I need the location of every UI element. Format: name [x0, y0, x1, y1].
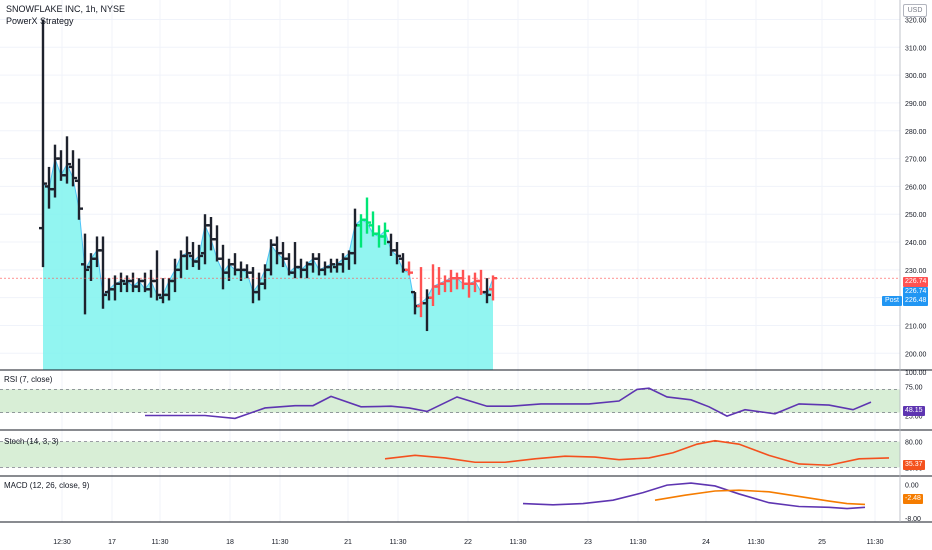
ohlc-bar	[63, 136, 71, 184]
ohlc-bar	[39, 19, 47, 268]
indicator-tick-label: 0.00	[905, 482, 919, 489]
last-price-tag-blue: 226.74	[903, 287, 929, 297]
post-market-label: Post	[882, 296, 903, 306]
ohlc-bar	[99, 236, 107, 309]
stoch-line	[384, 439, 890, 467]
price-tick-label: 290.00	[905, 101, 927, 108]
price-tick-label: 300.00	[905, 73, 927, 80]
ohlc-bar	[483, 278, 491, 304]
price-tick-label: 270.00	[905, 157, 927, 164]
ohlc-bar	[381, 222, 389, 245]
symbol-title: SNOWFLAKE INC, 1h, NYSE	[6, 4, 126, 14]
time-tick-label: 17	[108, 539, 116, 546]
time-tick-label: 21	[344, 539, 352, 546]
last-price-tag: 226.74	[903, 277, 929, 287]
macd-pane[interactable]	[522, 482, 866, 510]
stoch-pane[interactable]	[0, 439, 900, 468]
price-tick-label: 320.00	[905, 17, 927, 24]
rsi-line	[145, 387, 872, 420]
post-price-tag: 226.48	[903, 296, 929, 306]
time-tick-label: 18	[226, 539, 234, 546]
rsi-pane[interactable]	[0, 387, 900, 420]
ohlc-bar	[393, 242, 401, 265]
ohlc-bar	[117, 272, 125, 293]
price-area	[43, 158, 493, 370]
time-tick-label: 11:30	[510, 539, 527, 546]
time-tick-label: 11:30	[152, 539, 169, 546]
time-tick-label: 25	[818, 539, 826, 546]
time-tick-label: 22	[464, 539, 472, 546]
time-tick-label: 23	[584, 539, 592, 546]
ohlc-bar	[153, 250, 161, 301]
time-tick-label: 11:30	[272, 539, 289, 546]
macd-value-tag: -2.48	[903, 494, 923, 504]
ohlc-bar	[405, 261, 413, 276]
price-tick-label: 230.00	[905, 268, 927, 275]
time-tick-label: 12:30	[53, 539, 71, 546]
macd-line	[522, 482, 866, 510]
ohlc-bar	[363, 197, 371, 234]
ohlc-bar	[195, 244, 203, 270]
rsi-label: RSI (7, close)	[4, 375, 53, 384]
stoch-label: Stoch (14, 3, 3)	[4, 437, 59, 446]
price-tick-label: 240.00	[905, 240, 927, 247]
indicator-tick-label: 100.00	[905, 370, 927, 377]
price-tick-label: 280.00	[905, 129, 927, 136]
price-line	[42, 156, 494, 307]
ohlc-bar	[183, 236, 191, 270]
macd-label: MACD (12, 26, close, 9)	[4, 481, 90, 490]
price-tick-label: 310.00	[905, 45, 927, 52]
stoch-value-tag: 35.37	[903, 460, 925, 470]
price-tick-label: 200.00	[905, 351, 927, 358]
price-tick-label: 210.00	[905, 323, 927, 330]
indicator-tick-label: 75.00	[905, 385, 923, 392]
ohlc-bar	[69, 150, 77, 187]
time-tick-label: 11:30	[630, 539, 647, 546]
ohlc-bar	[327, 258, 335, 273]
time-tick-label: 11:30	[390, 539, 407, 546]
signal-line	[654, 489, 866, 506]
indicator-tick-label: 80.00	[905, 440, 923, 447]
ohlc-bar	[81, 233, 89, 315]
time-tick-label: 11:30	[748, 539, 765, 546]
ohlc-bar	[75, 158, 83, 220]
rsi-value-tag: 48.15	[903, 406, 925, 416]
price-tick-label: 250.00	[905, 212, 927, 219]
time-tick-label: 24	[702, 539, 710, 546]
price-tick-label: 260.00	[905, 184, 927, 191]
currency-button[interactable]: USD	[903, 4, 927, 17]
zone-band	[0, 441, 900, 468]
indicator-tick-label: -8.00	[905, 516, 921, 523]
price-pane[interactable]	[0, 19, 900, 370]
time-tick-label: 11:30	[867, 539, 884, 546]
strategy-label: PowerX Strategy	[6, 16, 74, 26]
indicator-tick-label: 25.00	[905, 414, 923, 421]
